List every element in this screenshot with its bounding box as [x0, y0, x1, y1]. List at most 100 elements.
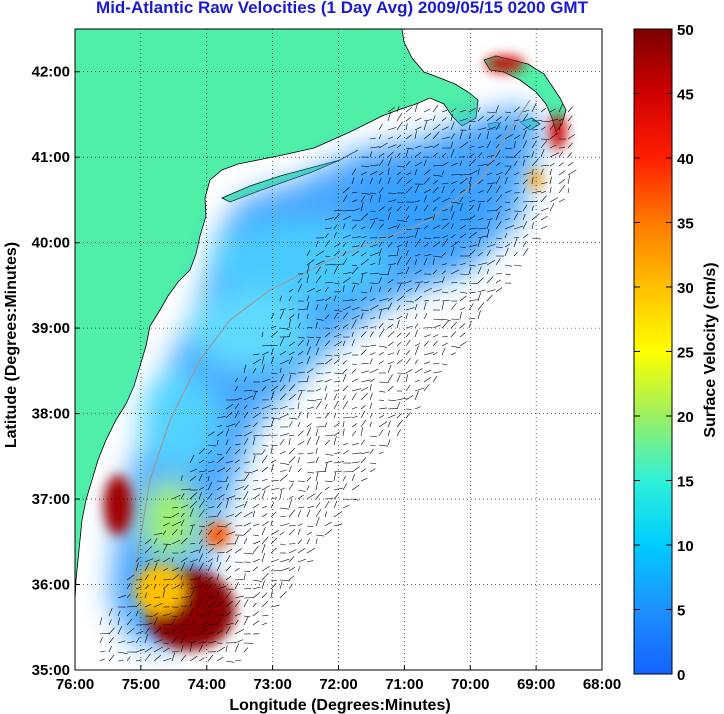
- velocity-vector: [540, 140, 548, 149]
- velocity-vector: [216, 502, 223, 509]
- velocity-vector: [369, 378, 375, 383]
- velocity-vector: [288, 495, 294, 500]
- velocity-vector: [360, 309, 369, 311]
- velocity-vector: [405, 374, 408, 383]
- velocity-vector: [234, 599, 241, 608]
- velocity-vector: [279, 507, 290, 510]
- velocity-vector: [432, 258, 435, 266]
- velocity-vector: [234, 535, 239, 545]
- velocity-vector: [333, 523, 343, 527]
- velocity-vector: [252, 579, 262, 582]
- velocity-vector: [288, 356, 293, 365]
- velocity-vector: [261, 426, 271, 428]
- x-tick-label: 74:00: [188, 676, 226, 693]
- velocity-vector: [324, 462, 328, 473]
- velocity-vector: [315, 321, 318, 329]
- velocity-vector: [351, 199, 358, 203]
- velocity-vector: [351, 423, 358, 428]
- velocity-vector: [504, 167, 512, 176]
- velocity-vector: [342, 352, 352, 356]
- velocity-vector: [378, 219, 385, 222]
- velocity-vector: [279, 591, 287, 599]
- velocity-vector: [126, 618, 133, 626]
- velocity-vector: [495, 172, 503, 176]
- velocity-vector: [117, 610, 121, 617]
- velocity-vector: [360, 272, 368, 275]
- velocity-vector: [531, 176, 534, 185]
- velocity-vector: [360, 236, 367, 239]
- velocity-vector: [261, 386, 267, 392]
- velocity-vector: [342, 373, 347, 383]
- velocity-vector: [396, 176, 403, 185]
- velocity-vector: [333, 312, 339, 320]
- velocity-vector: [450, 321, 458, 329]
- velocity-vector: [198, 574, 201, 581]
- velocity-vector: [369, 468, 376, 473]
- y-tick-label: 41:00: [32, 149, 70, 166]
- velocity-vector: [414, 229, 419, 239]
- velocity-vector: [135, 637, 140, 644]
- velocity-vector: [153, 538, 158, 545]
- velocity-vector: [234, 435, 243, 437]
- velocity-vector: [414, 184, 420, 194]
- velocity-vector: [360, 387, 369, 392]
- velocity-vector: [252, 611, 259, 617]
- velocity-vector: [306, 531, 312, 536]
- velocity-vector: [270, 385, 279, 392]
- x-tick-label: 68:00: [583, 676, 621, 693]
- velocity-vector: [261, 444, 269, 447]
- velocity-vector: [342, 368, 348, 374]
- velocity-vector: [207, 610, 212, 617]
- velocity-vector: [441, 320, 449, 329]
- velocity-vector: [207, 450, 213, 455]
- velocity-vector: [567, 161, 574, 167]
- velocity-vector: [423, 300, 430, 302]
- velocity-vector: [423, 341, 429, 347]
- velocity-vector: [189, 589, 195, 599]
- velocity-vector: [243, 431, 252, 437]
- velocity-vector: [261, 592, 268, 599]
- velocity-vector: [324, 500, 330, 509]
- velocity-vector: [360, 427, 363, 437]
- velocity-vector: [405, 172, 412, 176]
- velocity-vector: [432, 131, 440, 140]
- velocity-vector: [243, 404, 248, 410]
- velocity-vector: [261, 526, 266, 536]
- velocity-vector: [324, 521, 332, 527]
- velocity-vector: [162, 613, 172, 617]
- velocity-vector: [126, 641, 135, 644]
- velocity-vector: [432, 255, 443, 258]
- velocity-vector: [144, 633, 149, 644]
- velocity-vector: [225, 626, 231, 635]
- velocity-vector: [198, 598, 202, 608]
- velocity-vector: [405, 179, 413, 185]
- velocity-vector: [216, 453, 223, 456]
- velocity-vector: [270, 480, 279, 482]
- velocity-vector: [414, 168, 418, 176]
- velocity-vector: [351, 224, 357, 230]
- velocity-vector: [396, 106, 400, 113]
- velocity-vector: [369, 252, 380, 257]
- velocity-vector: [369, 317, 376, 320]
- velocity-vector: [369, 272, 379, 275]
- velocity-vector: [468, 299, 479, 302]
- velocity-vector: [396, 201, 404, 204]
- velocity-vector: [234, 595, 245, 599]
- velocity-vector: [477, 235, 488, 239]
- velocity-vector: [180, 504, 189, 509]
- velocity-vector: [261, 344, 272, 347]
- velocity-vector: [216, 416, 226, 419]
- velocity-vector: [405, 307, 415, 311]
- velocity-vector: [540, 120, 551, 123]
- x-tick-label: 70:00: [451, 676, 489, 693]
- velocity-vector: [234, 449, 241, 455]
- x-tick-label: 71:00: [385, 676, 423, 693]
- velocity-vector: [378, 273, 389, 275]
- velocity-vector: [360, 252, 367, 257]
- velocity-vector: [261, 378, 271, 383]
- velocity-vector: [225, 611, 231, 617]
- velocity-vector: [450, 318, 460, 320]
- velocity-vector: [450, 234, 456, 239]
- velocity-vector: [540, 164, 550, 167]
- velocity-vector: [522, 204, 528, 212]
